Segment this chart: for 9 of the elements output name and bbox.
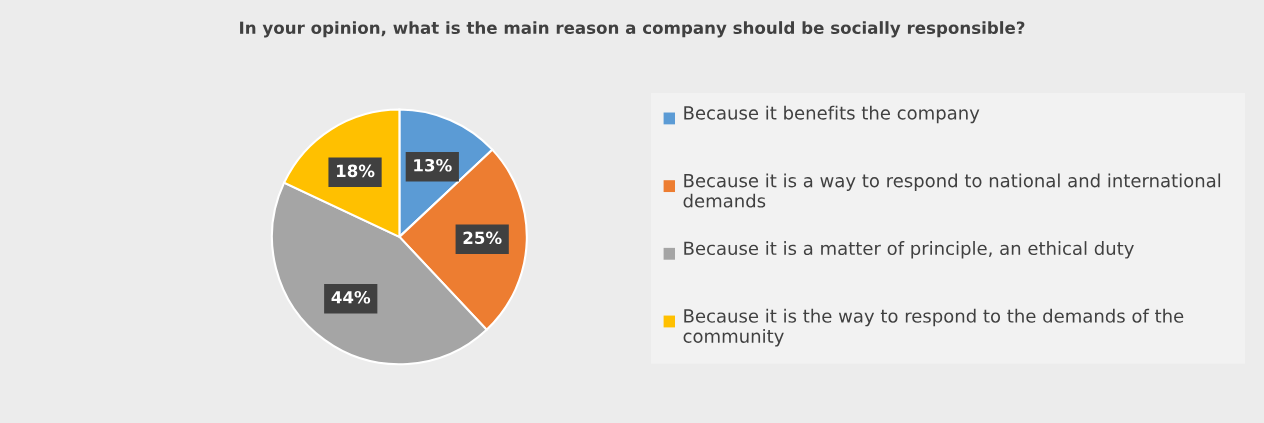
data-label: 13% — [414, 158, 452, 172]
legend-label: Because it is a way to respond to national and international demands — [683, 173, 1221, 208]
legend-label: Because it is a matter of principle, an ethical duty — [684, 241, 1134, 259]
legend-label: Because it benefits the company — [684, 105, 980, 124]
data-label: 18% — [336, 164, 375, 178]
data-label: 44% — [331, 290, 371, 304]
data-label: 25% — [463, 231, 502, 245]
legend-label: Because it is the way to respond to the demands of the community — [683, 308, 1184, 347]
chart-title: In your opinion, what is the main reason a company should be socially responsible? — [240, 21, 1025, 38]
